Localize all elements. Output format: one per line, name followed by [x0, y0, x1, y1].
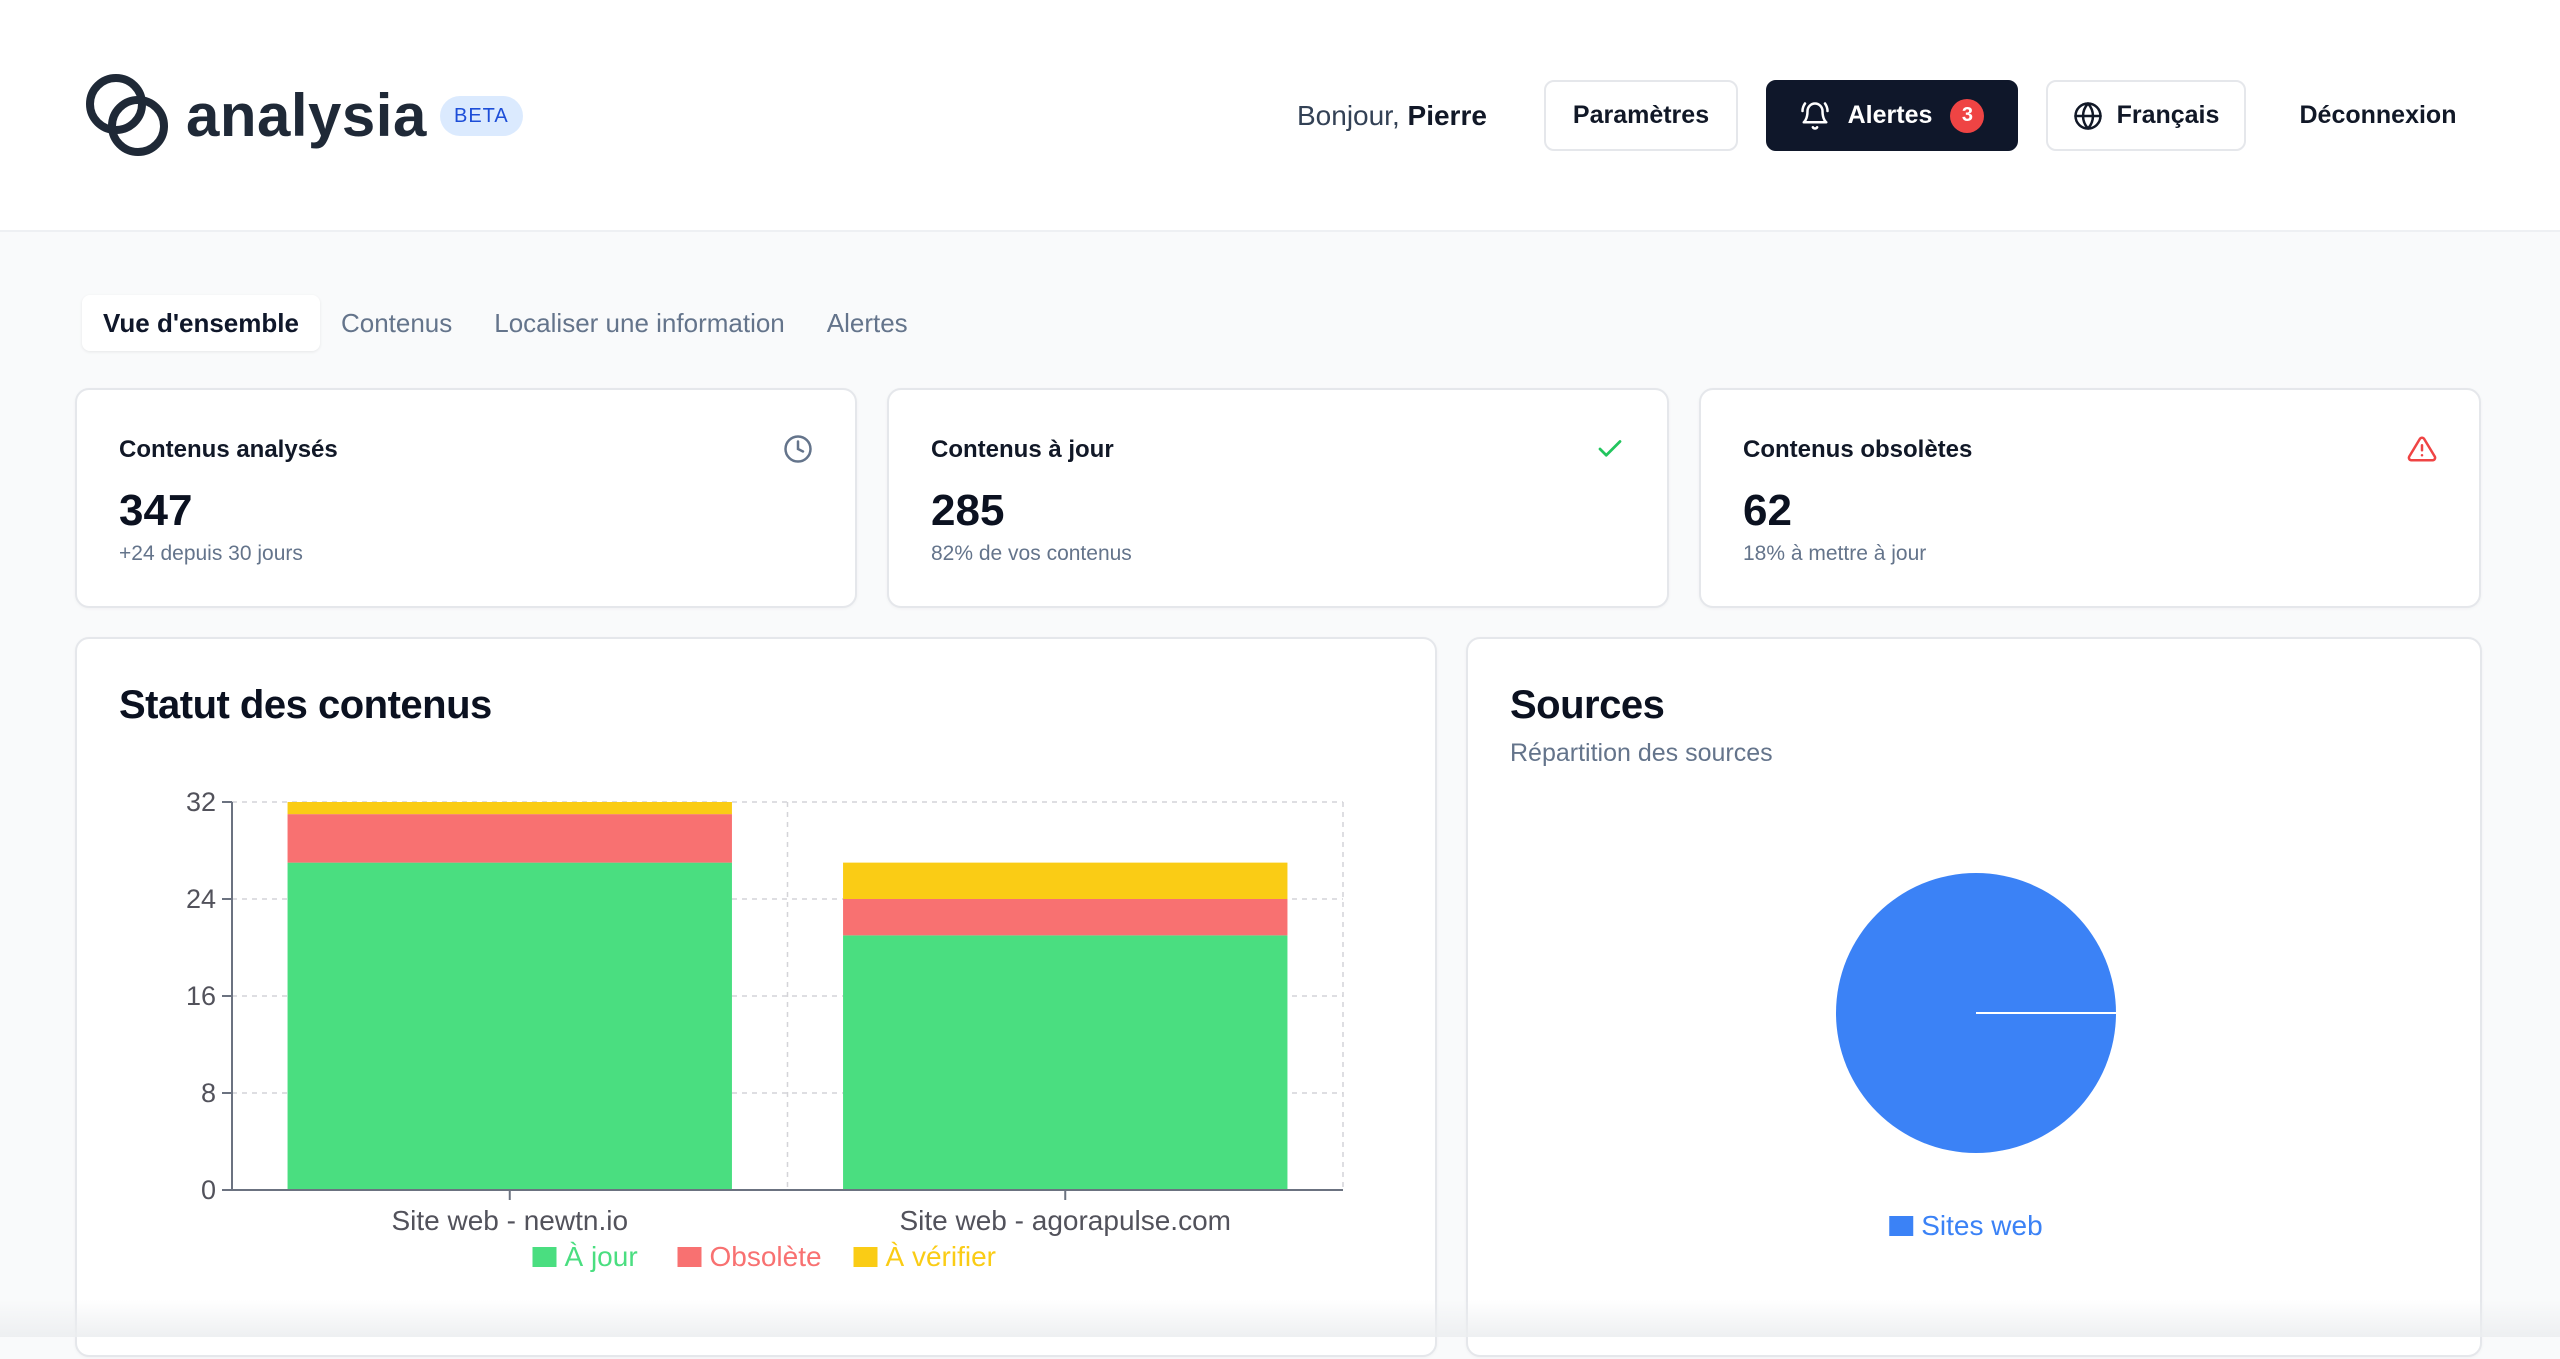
alerts-button-label: Alertes: [1847, 101, 1933, 129]
legend-label[interactable]: Obsolète: [710, 1241, 822, 1272]
bell-icon: [1800, 101, 1829, 130]
y-tick-label: 24: [186, 884, 216, 914]
sources-title: Sources: [1510, 683, 1665, 727]
user-name: Pierre: [1407, 100, 1487, 131]
stat-value: 62: [1743, 486, 1792, 535]
legend-label[interactable]: À vérifier: [886, 1241, 996, 1272]
tab-alerts[interactable]: Alertes: [826, 308, 908, 338]
logout-button[interactable]: Déconnexion: [2272, 80, 2484, 151]
app-header: analysia BETA Bonjour, Pierre Paramètres…: [0, 0, 2560, 232]
bar-segment[interactable]: [287, 814, 732, 863]
stat-title: Contenus obsolètes: [1743, 436, 1973, 463]
warning-icon: [2407, 436, 2437, 462]
legend-label[interactable]: À jour: [565, 1241, 638, 1272]
tab-overview[interactable]: Vue d'ensemble: [82, 295, 320, 351]
y-tick-label: 16: [186, 981, 216, 1011]
check-icon: [1598, 440, 1622, 457]
greeting-prefix: Bonjour,: [1297, 100, 1408, 131]
stat-title: Contenus à jour: [931, 436, 1114, 463]
stat-card-up-to-date: Contenus à jour 285 82% de vos contenus: [887, 388, 1669, 608]
stat-subtitle: +24 depuis 30 jours: [119, 542, 303, 565]
bar-segment[interactable]: [843, 862, 1288, 899]
language-button-label: Français: [2116, 101, 2220, 129]
bar-segment[interactable]: [287, 802, 732, 815]
logout-button-label: Déconnexion: [2299, 101, 2457, 129]
legend-swatch: [1889, 1216, 1914, 1236]
legend-swatch: [853, 1247, 878, 1267]
sources-subtitle: Répartition des sources: [1510, 739, 1773, 767]
logo[interactable]: analysia: [82, 70, 427, 160]
settings-button[interactable]: Paramètres: [1544, 80, 1738, 151]
alerts-button[interactable]: Alertes 3: [1766, 80, 2018, 151]
y-tick-label: 0: [201, 1175, 216, 1205]
bar-segment[interactable]: [287, 862, 732, 1190]
bar-segment[interactable]: [843, 899, 1288, 936]
stat-value: 347: [119, 486, 193, 535]
stat-title: Contenus analysés: [119, 436, 338, 463]
sources-pie-chart: Sites web: [1836, 873, 2116, 1241]
alerts-count-badge: 3: [1950, 98, 1985, 133]
x-tick-label: Site web - newtn.io: [391, 1205, 628, 1236]
stat-subtitle: 18% à mettre à jour: [1743, 542, 1927, 565]
stat-value: 285: [931, 486, 1005, 535]
language-button[interactable]: Français: [2046, 80, 2246, 151]
stat-card-obsolete: Contenus obsolètes 62 18% à mettre à jou…: [1699, 388, 2481, 608]
tab-bar: Vue d'ensemble Contenus Localiser une in…: [82, 295, 929, 351]
tab-locate-information[interactable]: Localiser une information: [494, 308, 785, 338]
sources-panel: Sources Répartition des sources Sites we…: [1466, 637, 2482, 1357]
legend-label[interactable]: Sites web: [1921, 1210, 2042, 1241]
bar-segment[interactable]: [843, 935, 1288, 1190]
tab-contents[interactable]: Contenus: [340, 308, 453, 338]
status-bar-chart: 0 8 16 24 32 Site web - newtn.io Site web - ag…: [186, 787, 1344, 1272]
stat-card-analyzed: Contenus analysés 347 +24 depuis 30 jour…: [75, 388, 857, 608]
beta-badge: BETA: [440, 96, 523, 136]
legend-swatch: [677, 1247, 702, 1267]
y-tick-label: 8: [201, 1078, 216, 1108]
logo-text: analysia: [186, 81, 427, 149]
y-tick-label: 32: [186, 787, 216, 817]
globe-icon: [2073, 101, 2102, 130]
clock-icon: [784, 435, 812, 463]
x-tick-label: Site web - agorapulse.com: [899, 1205, 1231, 1236]
greeting: Bonjour, Pierre: [1297, 100, 1487, 132]
status-chart-title: Statut des contenus: [119, 683, 492, 727]
settings-button-label: Paramètres: [1572, 101, 1710, 129]
legend-swatch: [532, 1247, 557, 1267]
status-chart-panel: Statut des contenus 0 8 16 24 32 Site web - n…: [75, 637, 1437, 1357]
stat-subtitle: 82% de vos contenus: [931, 542, 1132, 565]
logo-rings-icon: [86, 74, 168, 156]
